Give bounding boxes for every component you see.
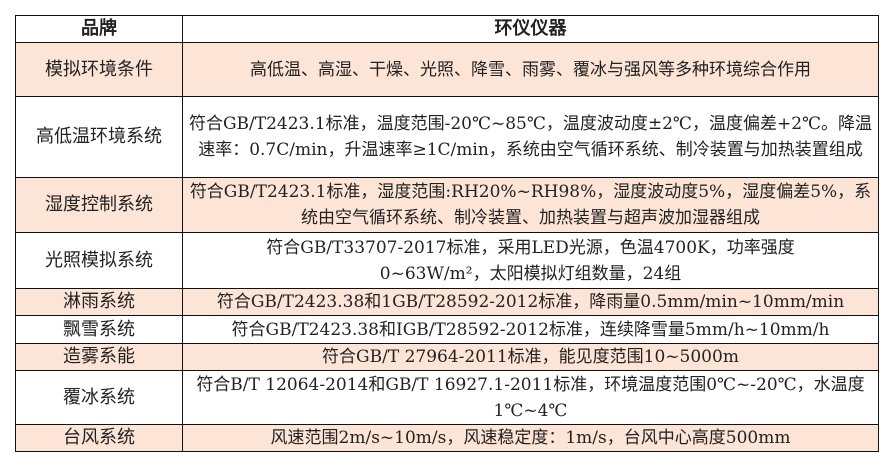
row-desc: 高低温、高湿、干燥、光照、降雪、雨雾、覆冰与强风等多种环境综合作用 [182, 42, 879, 97]
table-row: 模拟环境条件 高低温、高湿、干燥、光照、降雪、雨雾、覆冰与强风等多种环境综合作用 [15, 42, 879, 97]
table-row: 台风系统 风速范围2m/s~10m/s，风速稳定度：1m/s，台风中心高度500… [15, 424, 879, 452]
table-row: 覆冰系统 符合B/T 12064-2014和GB/T 16927.1-2011标… [15, 370, 879, 425]
table-row: 造雾系能 符合GB/T 27964-2011标准，能见度范围10~5000m [15, 343, 879, 371]
table-row: 光照模拟系统 符合GB/T33707-2017标准，采用LED光源，色温4700… [15, 232, 879, 289]
row-desc: 符合GB/T33707-2017标准，采用LED光源，色温4700K，功率强度0… [182, 232, 879, 289]
header-brand: 品牌 [15, 15, 183, 43]
row-name: 湿度控制系统 [15, 177, 183, 233]
header-instrument: 环仪仪器 [182, 15, 879, 43]
row-desc: 符合GB/T2423.38和1GB/T28592-2012标准，降雨量0.5mm… [182, 288, 879, 316]
row-name: 造雾系能 [15, 343, 183, 371]
row-name: 飘雪系统 [15, 315, 183, 344]
row-name: 淋雨系统 [15, 288, 183, 316]
table-row: 淋雨系统 符合GB/T2423.38和1GB/T28592-2012标准，降雨量… [15, 288, 879, 316]
table-row: 飘雪系统 符合GB/T2423.38和IGB/T28592-2012标准，连续降… [15, 315, 879, 344]
row-desc: 风速范围2m/s~10m/s，风速稳定度：1m/s，台风中心高度500mm [182, 424, 879, 452]
table-row: 高低温环境系统 符合GB/T2423.1标准，温度范围-20℃~85℃，温度波动… [15, 96, 879, 178]
spec-table: 品牌 环仪仪器 模拟环境条件 高低温、高湿、干燥、光照、降雪、雨雾、覆冰与强风等… [15, 15, 879, 452]
table-header-row: 品牌 环仪仪器 [15, 15, 879, 43]
row-name: 光照模拟系统 [15, 232, 183, 289]
table-row: 湿度控制系统 符合GB/T2423.1标准，湿度范围:RH20%~RH98%，湿… [15, 177, 879, 233]
row-desc: 符合GB/T2423.1标准，湿度范围:RH20%~RH98%，湿度波动度5%，… [182, 177, 879, 233]
row-name: 台风系统 [15, 424, 183, 452]
row-desc: 符合GB/T2423.38和IGB/T28592-2012标准，连续降雪量5mm… [182, 315, 879, 344]
row-name: 模拟环境条件 [15, 42, 183, 97]
row-desc: 符合GB/T2423.1标准，温度范围-20℃~85℃，温度波动度±2℃，温度偏… [182, 96, 879, 178]
row-name: 覆冰系统 [15, 370, 183, 425]
row-desc: 符合GB/T 27964-2011标准，能见度范围10~5000m [182, 343, 879, 371]
row-name: 高低温环境系统 [15, 96, 183, 178]
row-desc: 符合B/T 12064-2014和GB/T 16927.1-2011标准，环境温… [182, 370, 879, 425]
